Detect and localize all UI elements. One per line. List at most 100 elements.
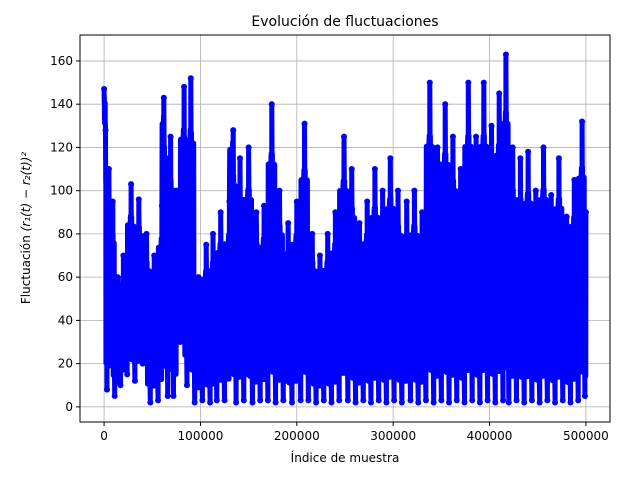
- series-point: [240, 397, 247, 404]
- series-point: [177, 339, 184, 346]
- series-point: [415, 399, 422, 406]
- series-point: [160, 94, 167, 101]
- series-point: [387, 155, 394, 162]
- series-point: [488, 122, 495, 129]
- series-point: [324, 230, 331, 237]
- series-point: [579, 118, 586, 125]
- series-point: [356, 220, 363, 227]
- series-point: [484, 397, 491, 404]
- series-point: [102, 127, 109, 134]
- series-point: [552, 399, 559, 406]
- series-point: [446, 399, 453, 406]
- series-point: [249, 399, 256, 406]
- y-tick-label: 160: [50, 54, 73, 68]
- series-point: [513, 397, 520, 404]
- series-point: [128, 181, 135, 188]
- y-axis-ticks: 0 20 40 60 80 100 120 140 160: [50, 54, 80, 414]
- y-tick-label: 100: [50, 184, 73, 198]
- series-point: [544, 397, 551, 404]
- series-point: [375, 397, 382, 404]
- series-point: [117, 382, 124, 389]
- series-point: [532, 187, 539, 194]
- y-tick-label: 0: [65, 400, 73, 414]
- series-point: [207, 399, 214, 406]
- series-point: [371, 166, 378, 173]
- series-point: [158, 202, 165, 209]
- series-point: [285, 220, 292, 227]
- y-tick-label: 40: [58, 313, 73, 327]
- series-point: [305, 397, 312, 404]
- series-point: [114, 274, 121, 281]
- series-point: [124, 371, 131, 378]
- series-point: [181, 83, 188, 90]
- series-point: [430, 399, 437, 406]
- series-point: [505, 399, 512, 406]
- x-axis-ticks: 0 100000 200000 300000 400000 500000: [100, 422, 609, 443]
- series-point: [540, 144, 547, 151]
- y-axis-label: Fluctuación (r₁(t) − r₂(t))²: [19, 152, 33, 304]
- series-point: [328, 399, 335, 406]
- series-point: [442, 101, 449, 108]
- series-point: [297, 397, 304, 404]
- series-point: [264, 397, 271, 404]
- series-point: [581, 393, 588, 400]
- series-point: [111, 393, 118, 400]
- x-axis-label: Índice de muestra: [291, 450, 400, 465]
- series-point: [500, 397, 507, 404]
- y-tick-label: 20: [58, 357, 73, 371]
- series-point: [101, 86, 108, 93]
- plot-frame: [79, 34, 611, 423]
- series-point: [453, 397, 460, 404]
- series-point: [183, 382, 190, 389]
- chart-title: Evolución de fluctuaciones: [251, 14, 438, 30]
- series-point: [521, 399, 528, 406]
- series-point: [364, 198, 371, 205]
- series-point: [352, 399, 359, 406]
- series-point: [419, 209, 426, 216]
- series-point: [461, 399, 468, 406]
- series-point: [213, 397, 220, 404]
- series-point: [555, 155, 562, 162]
- series-point: [348, 166, 355, 173]
- series-point: [449, 133, 456, 140]
- series-point: [203, 241, 210, 248]
- series-point: [309, 230, 316, 237]
- series-point: [313, 399, 320, 406]
- series-point: [139, 360, 146, 367]
- series-point: [407, 397, 414, 404]
- series-point: [344, 397, 351, 404]
- series-line: [101, 52, 589, 405]
- series-point: [191, 399, 198, 406]
- series-point: [548, 191, 555, 198]
- x-tick-label: 400000: [467, 429, 513, 443]
- series-point: [217, 209, 224, 216]
- series-point: [395, 187, 401, 194]
- series-point: [509, 144, 516, 151]
- y-tick-label: 140: [50, 97, 73, 111]
- series-point: [257, 397, 264, 404]
- series-point: [476, 399, 483, 406]
- series-point: [135, 196, 142, 203]
- series-point: [131, 377, 138, 384]
- y-tick-label: 120: [50, 140, 73, 154]
- series-point: [383, 399, 390, 406]
- series-point: [398, 399, 405, 406]
- series-point: [276, 187, 283, 194]
- series-point: [426, 79, 433, 86]
- series-point: [236, 155, 243, 162]
- x-tick-label: 300000: [370, 429, 416, 443]
- series-point: [379, 187, 386, 194]
- series-point: [575, 397, 582, 404]
- series-point: [320, 397, 327, 404]
- series-point: [563, 213, 570, 220]
- series-point: [109, 198, 116, 205]
- series-point: [245, 144, 252, 151]
- y-axis-label-formula: (r₁(t) − r₂(t))²: [19, 152, 33, 232]
- series-point: [469, 397, 476, 404]
- series-point: [528, 397, 535, 404]
- series-point: [492, 399, 499, 406]
- series-point: [434, 144, 441, 151]
- series-point: [164, 393, 171, 400]
- series-point: [105, 166, 112, 173]
